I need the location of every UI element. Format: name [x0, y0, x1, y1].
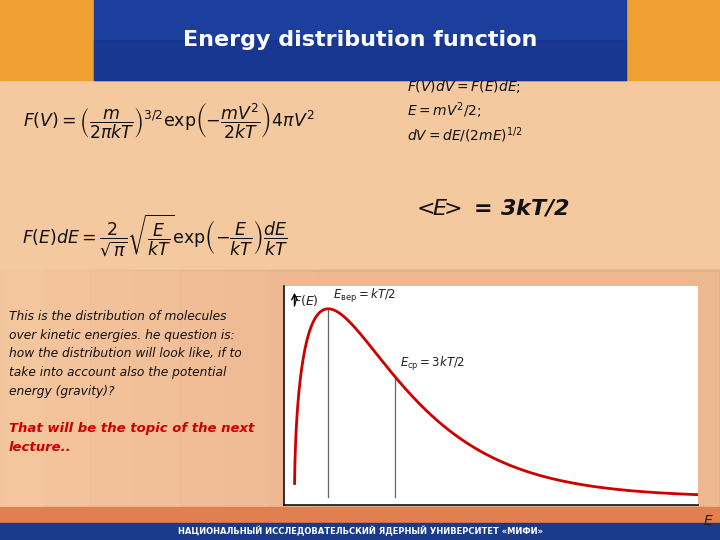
Bar: [0, 270, 720, 540]
Text: $F(V)dV = F(E)dE;$: $F(V)dV = F(E)dE;$: [407, 78, 521, 95]
Bar: [135, 270, 720, 540]
Bar: [90, 270, 720, 540]
Bar: [270, 270, 720, 540]
Text: $dV = dE/(2mE)^{1/2}$: $dV = dE/(2mE)^{1/2}$: [407, 125, 523, 145]
Bar: [45, 270, 720, 540]
Text: That will be the topic of the next
lecture..: That will be the topic of the next lectu…: [9, 422, 254, 454]
Text: $F(V)=\left(\dfrac{m}{2\pi kT}\right)^{3/2}\exp\!\left(-\dfrac{mV^2}{2kT}\right): $F(V)=\left(\dfrac{m}{2\pi kT}\right)^{3…: [23, 102, 315, 141]
Bar: [94, 0, 626, 80]
Bar: [0, 507, 720, 540]
Text: Energy distribution function: Energy distribution function: [183, 30, 537, 50]
Text: $F(E)$: $F(E)$: [292, 293, 318, 308]
Bar: [0, 523, 720, 540]
Text: $E_{\rm вер} = kT/2$: $E_{\rm вер} = kT/2$: [333, 287, 396, 305]
Text: This is the distribution of molecules
over kinetic energies. he question is:
how: This is the distribution of molecules ov…: [9, 310, 241, 397]
Text: $E$: $E$: [703, 514, 714, 528]
Bar: [225, 270, 720, 540]
Text: $E_{\rm ср} = 3kT/2$: $E_{\rm ср} = 3kT/2$: [400, 355, 466, 373]
Bar: [0, 0, 720, 80]
Bar: [94, 40, 626, 80]
Text: НАЦИОНАЛЬНЫЙ ИССЛЕДОВАТЕЛЬСКИЙ ЯДЕРНЫЙ УНИВЕРСИТЕТ «МИФИ»: НАЦИОНАЛЬНЫЙ ИССЛЕДОВАТЕЛЬСКИЙ ЯДЕРНЫЙ У…: [178, 526, 542, 536]
Text: $E = mV^2/2;$: $E = mV^2/2;$: [407, 100, 481, 121]
Text: $<\!\!E\!\!>$ = 3kT/2: $<\!\!E\!\!>$ = 3kT/2: [412, 198, 570, 218]
Bar: [315, 270, 720, 540]
Bar: [180, 270, 720, 540]
Text: $F(E)dE=\dfrac{2}{\sqrt{\pi}}\sqrt{\dfrac{E}{kT}}\exp\!\left(-\dfrac{E}{kT}\righ: $F(E)dE=\dfrac{2}{\sqrt{\pi}}\sqrt{\dfra…: [22, 212, 288, 258]
